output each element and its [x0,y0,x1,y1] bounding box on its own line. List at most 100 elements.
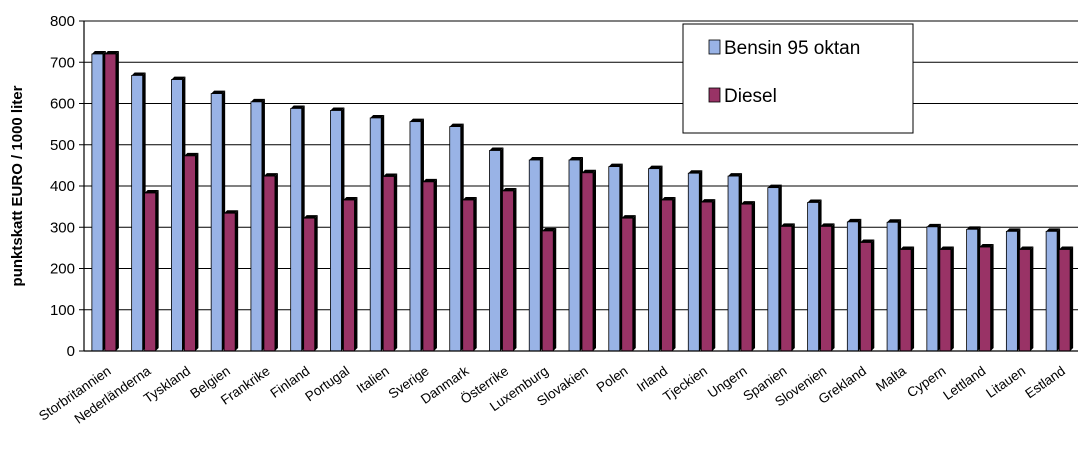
bar-diesel-7 [382,176,395,352]
bar-diesel-6 [343,199,355,352]
bar-diesel-23 [1018,249,1031,352]
bar-top-1-18 [820,223,835,227]
bar-bensin-24 [1045,230,1058,352]
category-label-22: Lettland [940,363,988,403]
legend-label-1: Diesel [724,86,777,107]
bar-bensin-23 [1005,230,1018,352]
bar-side-1-22 [990,244,994,351]
bar-side-1-5 [314,215,318,351]
category-label-21: Cypern [904,363,948,400]
bar-bensin-19 [846,221,859,352]
bar-diesel-5 [303,217,316,352]
bar-top-1-2 [184,152,199,156]
bar-top-1-0 [104,51,119,54]
bar-top-0-1 [131,72,146,76]
bar-top-1-6 [343,197,358,201]
bar-side-1-3 [235,210,239,351]
bar-diesel-22 [979,246,991,352]
y-tick-label-500: 500 [50,137,75,154]
bar-diesel-3 [223,212,236,352]
category-label-24: Estland [1022,363,1067,401]
bar-top-1-15 [701,199,716,203]
bar-bensin-12 [568,159,581,352]
y-tick-label-300: 300 [50,219,75,236]
legend-swatch-0 [708,39,721,55]
bar-diesel-20 [899,249,912,352]
bar-diesel-10 [502,190,514,352]
bar-diesel-24 [1058,249,1071,352]
bar-top-0-23 [1006,228,1021,232]
bar-diesel-4 [263,175,276,352]
bar-side-1-7 [394,173,398,351]
bar-bensin-17 [767,187,780,352]
bar-top-1-8 [422,178,437,182]
bar-top-1-23 [1019,246,1034,250]
bar-top-0-0 [91,51,106,54]
bar-top-0-19 [847,218,862,222]
bar-top-0-5 [290,105,305,109]
bar-top-0-15 [688,170,703,174]
bar-diesel-9 [462,199,475,352]
bar-side-1-13 [632,215,636,351]
legend: Bensin 95 oktan Diesel [682,23,914,134]
bar-diesel-11 [541,230,554,352]
bar-top-1-12 [582,169,596,173]
bar-side-1-23 [1030,246,1034,351]
bar-top-0-21 [926,223,941,227]
bar-bensin-0 [91,53,104,352]
bar-diesel-17 [780,226,793,352]
bar-bensin-22 [966,228,978,352]
y-tick-label-100: 100 [50,302,75,319]
bar-side-1-18 [831,223,835,351]
bar-top-0-18 [807,199,822,203]
y-tick-label-800: 800 [50,13,75,30]
bar-bensin-8 [409,121,422,352]
legend-label-0: Bensin 95 oktan [724,38,860,59]
bar-side-1-6 [354,197,358,351]
bar-bensin-7 [369,117,382,352]
bar-side-1-1 [155,190,159,351]
bar-top-0-6 [330,107,345,111]
bar-side-1-0 [115,51,119,351]
y-axis-title: punktskatt EURO / 1000 liter [9,85,26,286]
bar-bensin-20 [886,221,899,352]
bar-diesel-21 [939,249,952,352]
bar-diesel-12 [581,172,594,352]
bar-bensin-6 [330,110,342,352]
bar-diesel-16 [740,203,753,352]
bar-bensin-5 [290,108,303,352]
bar-bensin-9 [449,126,462,352]
bar-bensin-21 [926,226,939,352]
category-label-6: Portugal [302,363,352,404]
bar-side-1-19 [871,239,875,351]
bar-top-1-5 [303,215,318,219]
bar-top-0-13 [608,163,623,167]
bar-bensin-13 [608,166,621,352]
bar-top-0-8 [409,118,424,122]
bar-diesel-14 [661,199,673,352]
bar-top-1-20 [900,246,915,250]
y-tick-label-0: 0 [67,343,75,360]
bar-bensin-14 [648,168,660,352]
bar-bensin-10 [489,150,501,352]
bar-side-1-10 [513,187,517,351]
bar-top-1-14 [661,197,676,201]
bar-side-1-11 [553,227,557,351]
bar-top-0-3 [211,90,226,94]
bar-bensin-3 [210,93,223,352]
bar-top-1-21 [939,246,954,250]
bar-top-1-9 [462,197,477,201]
category-label-23: Litauen [983,363,1028,401]
bar-top-0-12 [569,157,583,161]
bar-side-1-15 [712,199,716,351]
bar-top-0-7 [370,114,385,118]
bar-top-0-4 [250,98,265,102]
bar-side-1-20 [911,246,915,351]
bar-diesel-1 [144,192,157,352]
legend-box [682,23,914,134]
bar-top-1-16 [741,201,756,205]
bar-top-0-11 [529,157,544,161]
bar-top-1-1 [144,190,159,194]
bar-side-1-12 [593,169,596,351]
y-tick-labels: 0 100 200 300 400 500 600 700 800 [50,13,84,360]
